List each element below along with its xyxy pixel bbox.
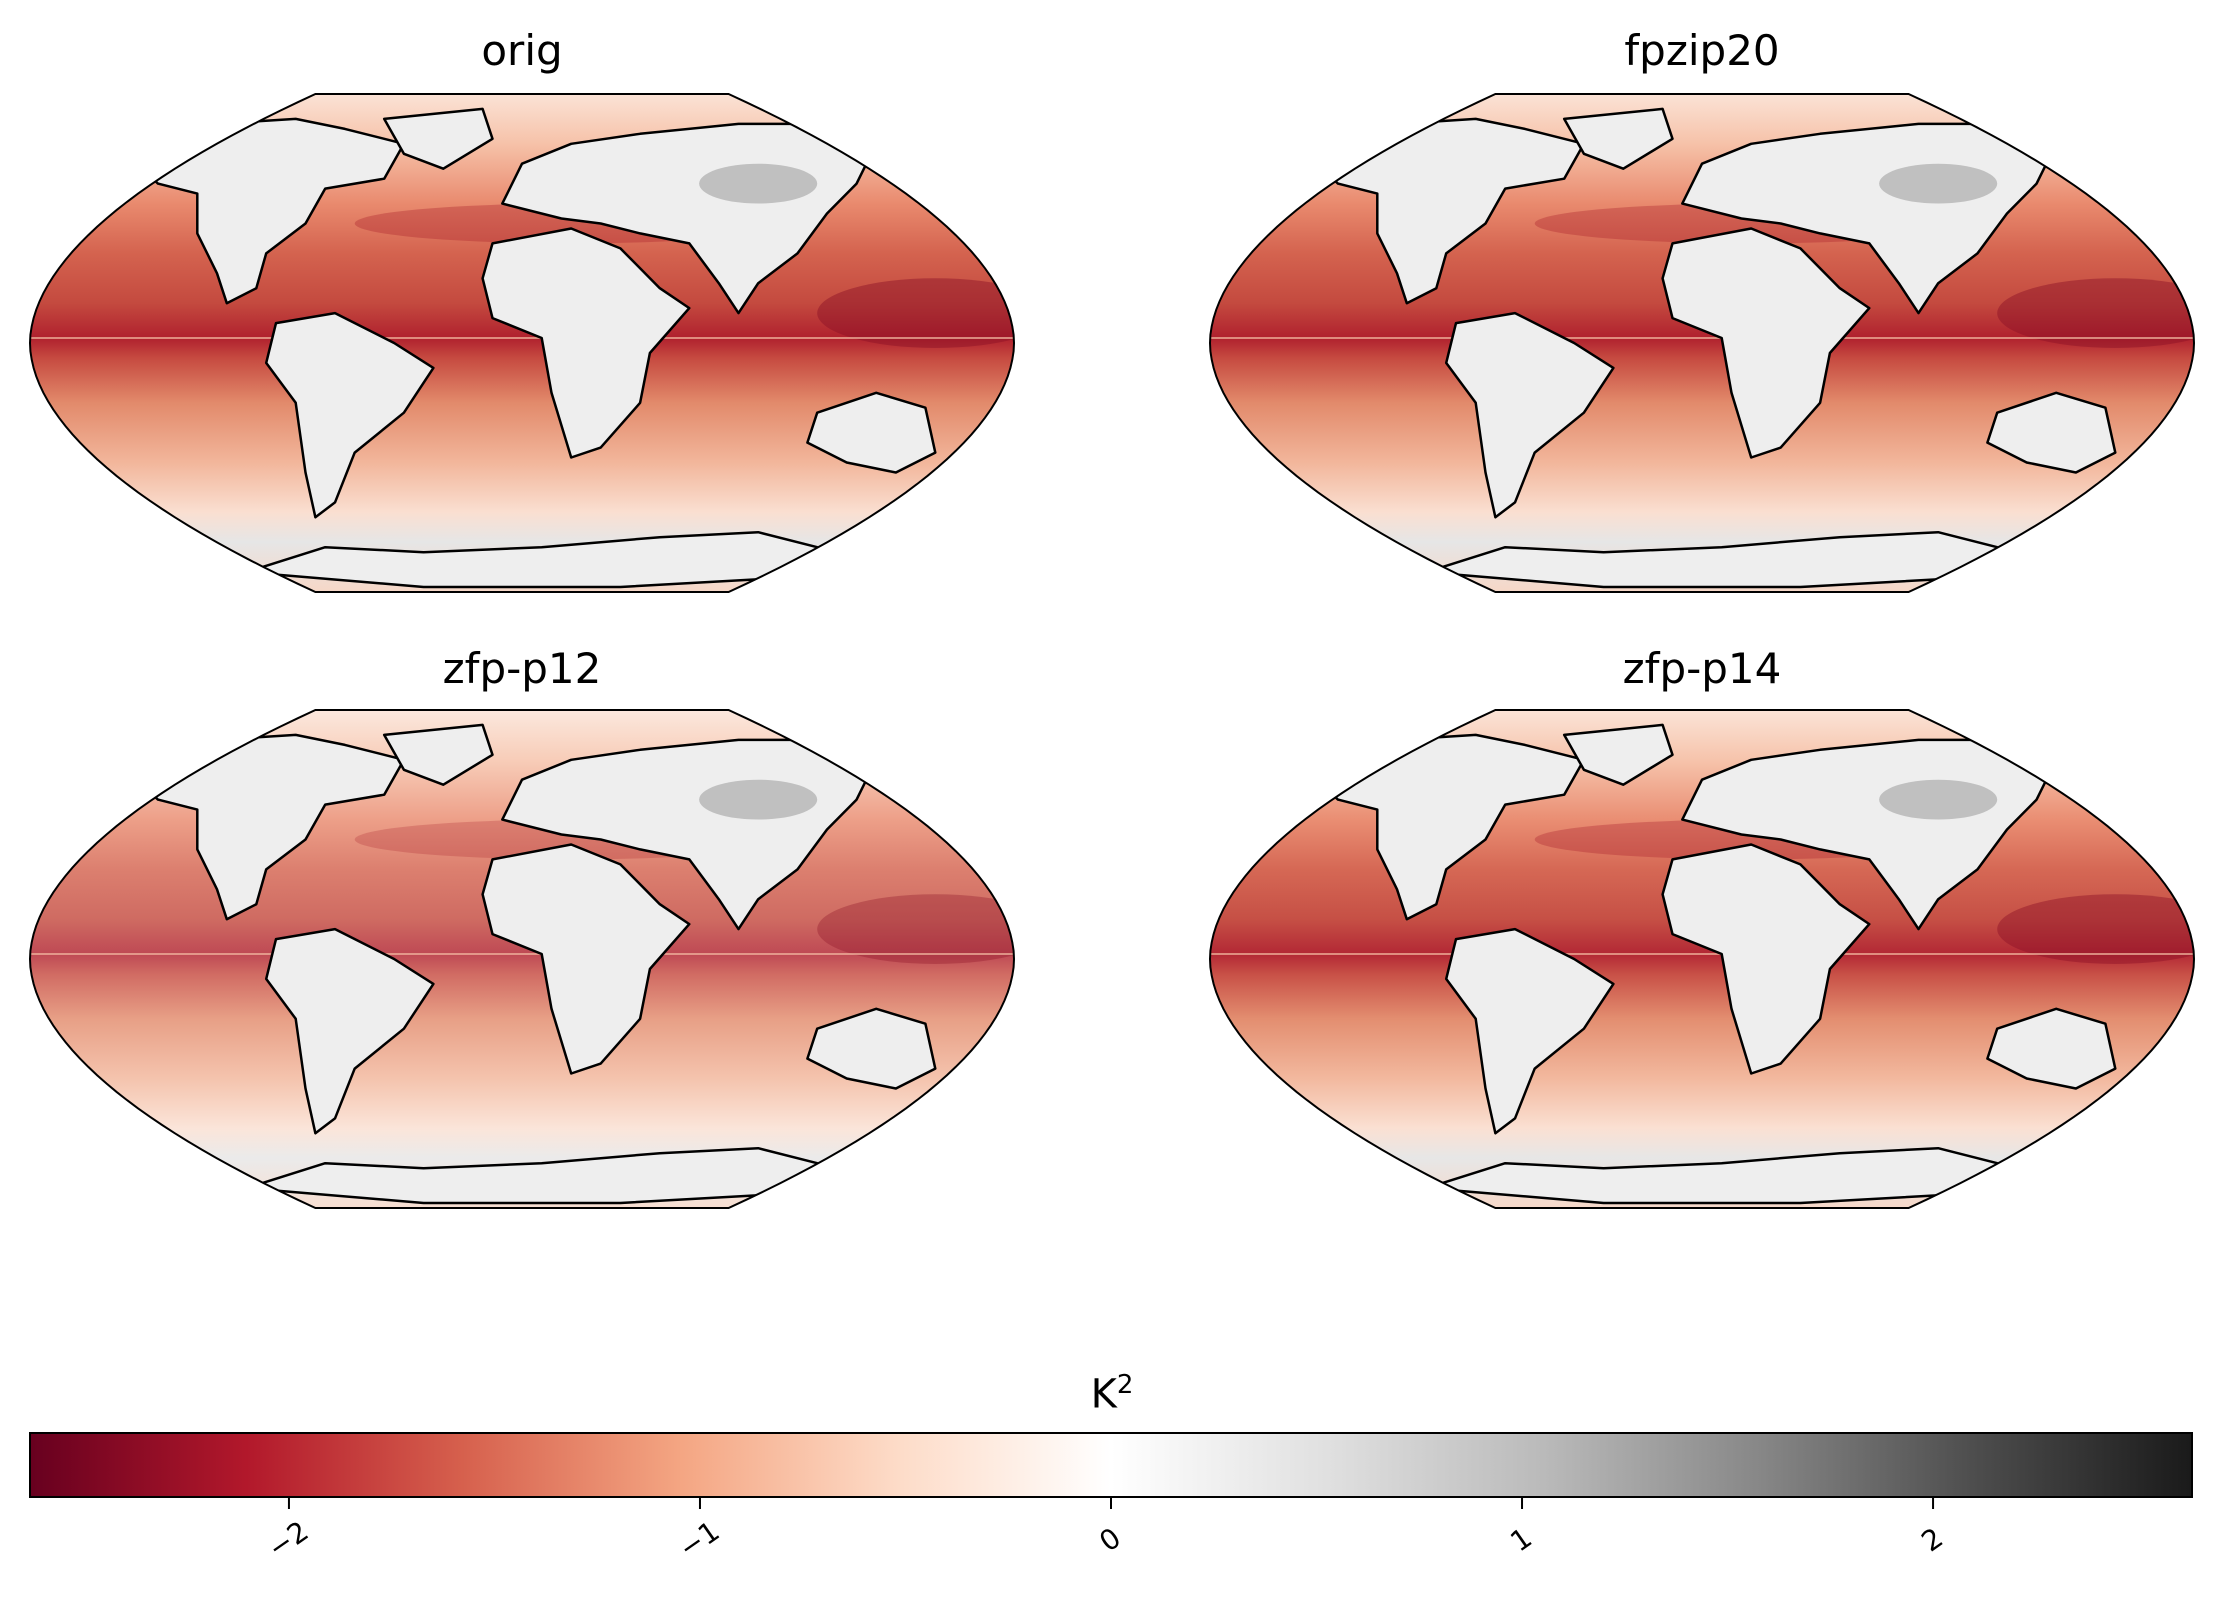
continent-africa xyxy=(1661,227,1871,459)
continent-australia xyxy=(1986,1007,2117,1090)
map-frame xyxy=(1208,709,2196,1209)
continent-australia xyxy=(806,1007,937,1090)
continent-antarctica xyxy=(245,1146,819,1205)
continent-north-america xyxy=(1307,733,1586,921)
map-frame xyxy=(28,709,1016,1209)
map-frame xyxy=(1208,93,2196,593)
map-panel-fpzip20 xyxy=(1208,93,2196,593)
panel-title-orig: orig xyxy=(481,26,563,75)
continent-south-america xyxy=(1444,311,1615,519)
colorbar-gradient xyxy=(29,1432,2193,1498)
colorbar-tick-label: −1 xyxy=(673,1514,726,1565)
map-panel-zfp-p12 xyxy=(28,709,1016,1209)
colorbar-tick-label: 2 xyxy=(1915,1521,1949,1558)
continent-south-america xyxy=(264,927,435,1135)
map-frame xyxy=(28,93,1016,593)
continent-antarctica xyxy=(1425,530,1999,589)
continent-africa xyxy=(481,843,691,1075)
continent-antarctica xyxy=(1425,1146,1999,1205)
colorbar-label: K2 xyxy=(1091,1372,1134,1414)
continent-south-america xyxy=(1444,927,1615,1135)
continent-greenland xyxy=(382,723,494,786)
colorbar-label-exponent: 2 xyxy=(1116,1370,1134,1400)
colorbar-label-base: K xyxy=(1090,1371,1117,1418)
panel-title-fpzip20: fpzip20 xyxy=(1624,26,1780,75)
highland-shade xyxy=(699,779,818,820)
continent-south-america xyxy=(264,311,435,519)
panel-title-zfp-p14: zfp-p14 xyxy=(1622,644,1782,693)
colorbar-tick-label: 1 xyxy=(1504,1521,1538,1558)
map-panel-zfp-p14 xyxy=(1208,709,2196,1209)
continent-north-america xyxy=(1307,117,1586,305)
continent-greenland xyxy=(1562,107,1674,170)
panel-title-zfp-p12: zfp-p12 xyxy=(442,644,602,693)
colorbar-tick-label: 0 xyxy=(1093,1521,1127,1558)
continent-greenland xyxy=(1562,723,1674,786)
colorbar-tick-label: −2 xyxy=(262,1514,315,1565)
continent-africa xyxy=(1661,843,1871,1075)
continent-north-america xyxy=(127,117,406,305)
continent-australia xyxy=(806,391,937,474)
highland-shade xyxy=(699,163,818,204)
highland-shade xyxy=(1879,163,1998,204)
continent-australia xyxy=(1986,391,2117,474)
continent-antarctica xyxy=(245,530,819,589)
continent-africa xyxy=(481,227,691,459)
highland-shade xyxy=(1879,779,1998,820)
continent-greenland xyxy=(382,107,494,170)
map-panel-orig xyxy=(28,93,1016,593)
continent-north-america xyxy=(127,733,406,921)
